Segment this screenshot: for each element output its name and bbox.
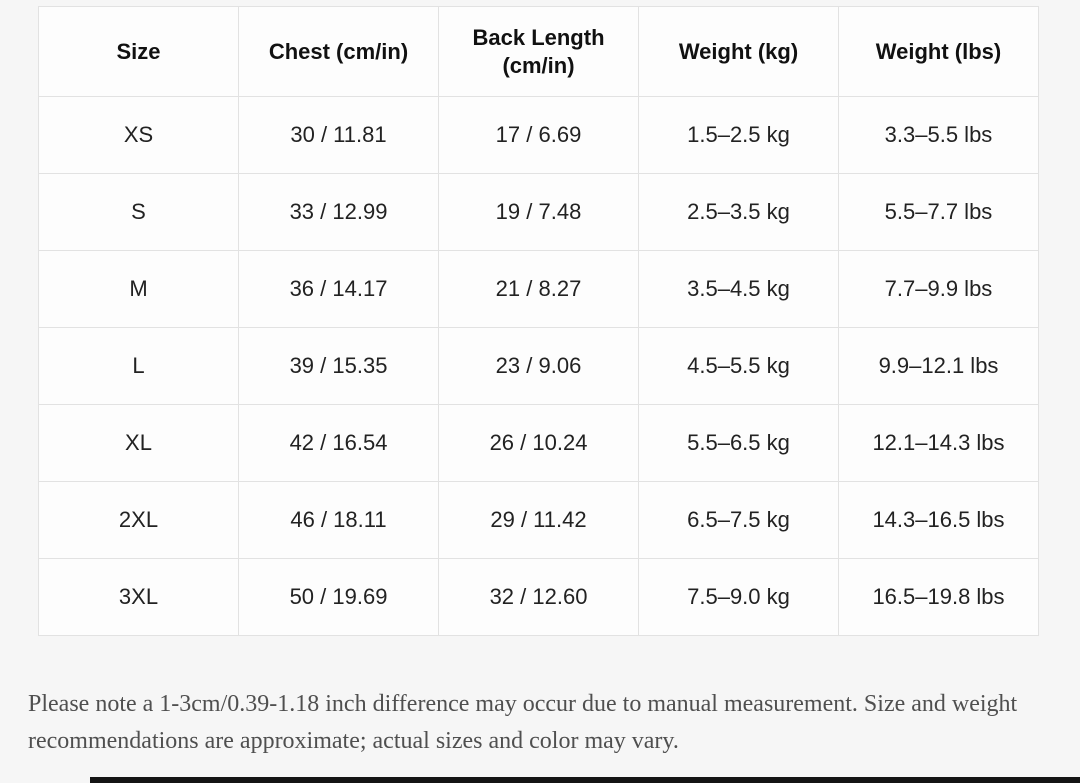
cell-back-length: 32 / 12.60 bbox=[438, 558, 639, 636]
column-header-size: Size bbox=[38, 6, 239, 97]
cell-size: 3XL bbox=[38, 558, 239, 636]
cell-back-length: 21 / 8.27 bbox=[438, 250, 639, 328]
cell-size: XS bbox=[38, 96, 239, 174]
cell-chest: 42 / 16.54 bbox=[238, 404, 439, 482]
cell-chest: 46 / 18.11 bbox=[238, 481, 439, 559]
column-header-chest: Chest (cm/in) bbox=[238, 6, 439, 97]
cell-back-length: 19 / 7.48 bbox=[438, 173, 639, 251]
cell-chest: 36 / 14.17 bbox=[238, 250, 439, 328]
cell-weight-lbs: 12.1–14.3 lbs bbox=[838, 404, 1039, 482]
size-chart-header: Size Chest (cm/in) Back Length (cm/in) W… bbox=[38, 6, 1039, 97]
cell-weight-kg: 2.5–3.5 kg bbox=[638, 173, 839, 251]
cell-weight-kg: 1.5–2.5 kg bbox=[638, 96, 839, 174]
cell-size: M bbox=[38, 250, 239, 328]
column-header-weight-lbs: Weight (lbs) bbox=[838, 6, 1039, 97]
cell-weight-kg: 5.5–6.5 kg bbox=[638, 404, 839, 482]
size-chart-body: XS 30 / 11.81 17 / 6.69 1.5–2.5 kg 3.3–5.5 l… bbox=[38, 96, 1039, 636]
table-row: M 36 / 14.17 21 / 8.27 3.5–4.5 kg 7.7–9.9 lb… bbox=[38, 250, 1039, 328]
cell-back-length: 17 / 6.69 bbox=[438, 96, 639, 174]
cell-chest: 33 / 12.99 bbox=[238, 173, 439, 251]
size-chart: Size Chest (cm/in) Back Length (cm/in) W… bbox=[38, 6, 1039, 636]
table-row: XL 42 / 16.54 26 / 10.24 5.5–6.5 kg 12.1–14.… bbox=[38, 404, 1039, 482]
size-chart-table: Size Chest (cm/in) Back Length (cm/in) W… bbox=[38, 6, 1039, 636]
cell-back-length: 29 / 11.42 bbox=[438, 481, 639, 559]
cell-weight-kg: 6.5–7.5 kg bbox=[638, 481, 839, 559]
cell-weight-lbs: 9.9–12.1 lbs bbox=[838, 327, 1039, 405]
table-row: 2XL 46 / 18.11 29 / 11.42 6.5–7.5 kg 14.3–16… bbox=[38, 481, 1039, 559]
cell-size: XL bbox=[38, 404, 239, 482]
cell-weight-kg: 7.5–9.0 kg bbox=[638, 558, 839, 636]
table-row: XS 30 / 11.81 17 / 6.69 1.5–2.5 kg 3.3–5.5 l… bbox=[38, 96, 1039, 174]
cell-chest: 30 / 11.81 bbox=[238, 96, 439, 174]
cell-weight-lbs: 14.3–16.5 lbs bbox=[838, 481, 1039, 559]
cell-chest: 39 / 15.35 bbox=[238, 327, 439, 405]
table-row: 3XL 50 / 19.69 32 / 12.60 7.5–9.0 kg 16.5–19… bbox=[38, 558, 1039, 636]
cell-size: S bbox=[38, 173, 239, 251]
cell-weight-lbs: 16.5–19.8 lbs bbox=[838, 558, 1039, 636]
column-header-weight-kg: Weight (kg) bbox=[638, 6, 839, 97]
column-header-back-length: Back Length (cm/in) bbox=[438, 6, 639, 97]
cell-size: 2XL bbox=[38, 481, 239, 559]
cell-chest: 50 / 19.69 bbox=[238, 558, 439, 636]
cell-weight-kg: 4.5–5.5 kg bbox=[638, 327, 839, 405]
cell-weight-lbs: 5.5–7.7 lbs bbox=[838, 173, 1039, 251]
bottom-bar bbox=[90, 777, 1080, 783]
cell-weight-kg: 3.5–4.5 kg bbox=[638, 250, 839, 328]
cell-weight-lbs: 7.7–9.9 lbs bbox=[838, 250, 1039, 328]
cell-back-length: 26 / 10.24 bbox=[438, 404, 639, 482]
table-row: L 39 / 15.35 23 / 9.06 4.5–5.5 kg 9.9–12.1 l… bbox=[38, 327, 1039, 405]
cell-weight-lbs: 3.3–5.5 lbs bbox=[838, 96, 1039, 174]
header-row: Size Chest (cm/in) Back Length (cm/in) W… bbox=[38, 6, 1039, 97]
cell-size: L bbox=[38, 327, 239, 405]
measurement-note: Please note a 1-3cm/0.39-1.18 inch diffe… bbox=[28, 691, 1018, 754]
table-row: S 33 / 12.99 19 / 7.48 2.5–3.5 kg 5.5–7.7 lb… bbox=[38, 173, 1039, 251]
cell-back-length: 23 / 9.06 bbox=[438, 327, 639, 405]
